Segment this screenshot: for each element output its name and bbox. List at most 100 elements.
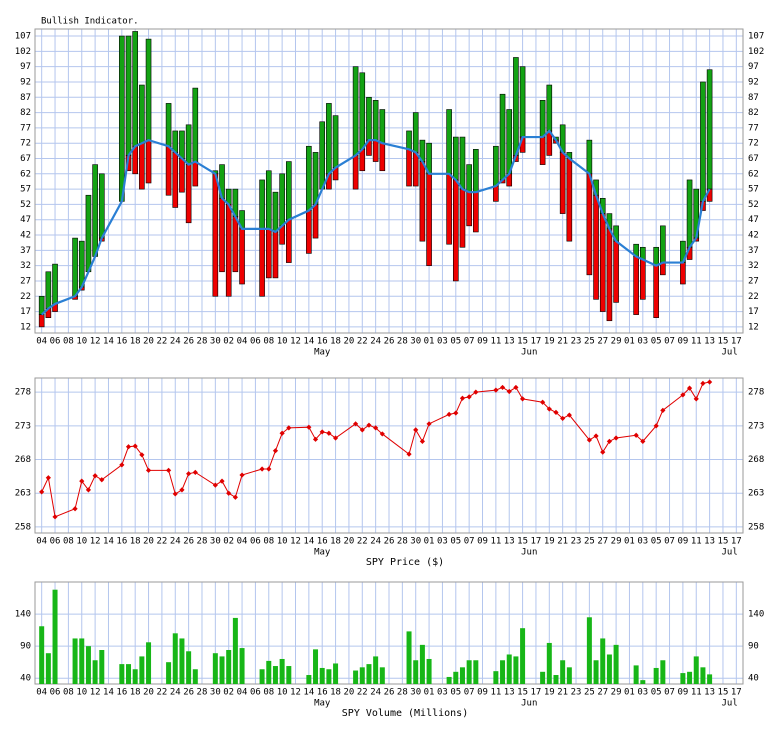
x-tick-label: 28 <box>397 537 408 547</box>
x-tick-label: 24 <box>170 337 181 347</box>
x-tick-label: 28 <box>397 337 408 347</box>
y-tick-label: 52 <box>748 200 759 210</box>
volume-bar <box>85 646 91 684</box>
x-tick-label: 04 <box>36 688 47 698</box>
x-tick-label: 09 <box>677 688 688 698</box>
y-tick-label: 40 <box>20 674 31 684</box>
volume-bar <box>446 676 452 684</box>
price-marker <box>272 448 279 454</box>
bear-bar <box>640 259 646 300</box>
volume-bar <box>419 644 425 684</box>
price-marker <box>52 514 58 520</box>
price-marker <box>186 471 192 477</box>
price-marker <box>406 451 412 457</box>
x-tick-label: 16 <box>116 688 127 698</box>
price-marker <box>219 478 225 484</box>
bull-bar <box>139 84 145 144</box>
bull-bar <box>92 164 98 257</box>
x-tick-label: 19 <box>544 537 555 547</box>
volume-bar <box>226 650 232 684</box>
price-marker <box>419 438 425 444</box>
bull-bar <box>653 246 659 266</box>
bear-bar <box>446 173 452 245</box>
x-tick-label: 16 <box>116 537 127 547</box>
x-tick-label: 19 <box>544 688 555 698</box>
y-tick-label: 263 <box>15 489 31 499</box>
price-marker <box>493 387 499 393</box>
bear-bar <box>165 145 172 196</box>
price-marker <box>426 421 432 427</box>
y-tick-label: 92 <box>748 77 759 87</box>
price-marker <box>686 385 693 391</box>
volume-bar <box>286 666 292 684</box>
month-label: Jul <box>722 348 738 358</box>
volume-bar <box>500 660 506 684</box>
volume-bar <box>613 644 619 684</box>
x-tick-label: 05 <box>651 688 662 698</box>
x-tick-label: 04 <box>36 337 47 347</box>
x-tick-label: 11 <box>490 337 501 347</box>
bull-bar <box>459 136 466 190</box>
bear-bar <box>539 136 546 165</box>
y-tick-label: 97 <box>748 62 759 72</box>
bear-bar <box>426 173 432 266</box>
bear-bar <box>593 194 599 300</box>
bull-bar <box>319 121 326 190</box>
x-tick-label: 14 <box>103 688 114 698</box>
x-tick-label: 11 <box>691 537 702 547</box>
price-marker <box>506 388 512 395</box>
y-tick-label: 77 <box>20 123 31 133</box>
x-tick-label: 28 <box>197 337 208 347</box>
y-tick-label: 107 <box>15 32 31 42</box>
volume-bar <box>560 660 566 684</box>
y-tick-label: 27 <box>20 276 31 286</box>
x-tick-label: 18 <box>130 537 141 547</box>
price-marker <box>172 491 178 497</box>
volume-bar <box>506 654 512 684</box>
bull-bar <box>406 130 412 150</box>
bull-bar <box>546 84 553 132</box>
x-tick-label: 06 <box>250 537 261 547</box>
price-marker <box>373 425 379 431</box>
volume-bar <box>126 664 132 684</box>
x-tick-label: 10 <box>76 337 87 347</box>
y-tick-label: 102 <box>748 47 764 57</box>
x-tick-label: 07 <box>664 337 675 347</box>
bull-bar <box>372 100 379 141</box>
price-marker <box>606 438 613 444</box>
x-tick-label: 09 <box>477 537 488 547</box>
x-tick-label: 23 <box>571 688 582 698</box>
price-marker <box>640 438 646 444</box>
x-tick-label: 09 <box>677 337 688 347</box>
x-tick-label: 03 <box>437 688 448 698</box>
x-tick-label: 01 <box>624 688 635 698</box>
price-marker <box>139 452 145 458</box>
x-tick-label: 20 <box>344 537 355 547</box>
x-tick-label: 06 <box>50 688 61 698</box>
x-tick-label: 22 <box>357 688 368 698</box>
y-tick-label: 258 <box>748 522 764 532</box>
price-marker <box>566 412 572 418</box>
price-marker <box>212 482 218 488</box>
x-tick-label: 21 <box>557 337 568 347</box>
x-tick-label: 17 <box>731 537 742 547</box>
x-tick-label: 08 <box>63 688 74 698</box>
y-tick-label: 40 <box>748 674 759 684</box>
plot-frame <box>34 28 744 334</box>
x-tick-label: 26 <box>183 537 194 547</box>
bear-bar <box>139 142 145 190</box>
x-tick-label: 17 <box>531 337 542 347</box>
x-tick-label: 22 <box>357 337 368 347</box>
price-marker <box>459 395 466 401</box>
bear-bar <box>185 164 192 224</box>
y-tick-label: 263 <box>748 489 764 499</box>
month-label: Jul <box>722 548 738 558</box>
x-tick-label: 20 <box>344 688 355 698</box>
volume-bar <box>540 671 546 684</box>
y-tick-label: 37 <box>20 246 31 256</box>
y-tick-label: 22 <box>20 292 31 302</box>
x-tick-label: 14 <box>103 337 114 347</box>
price-marker <box>473 389 479 395</box>
price-marker <box>226 490 232 496</box>
month-label: Jul <box>722 699 738 709</box>
